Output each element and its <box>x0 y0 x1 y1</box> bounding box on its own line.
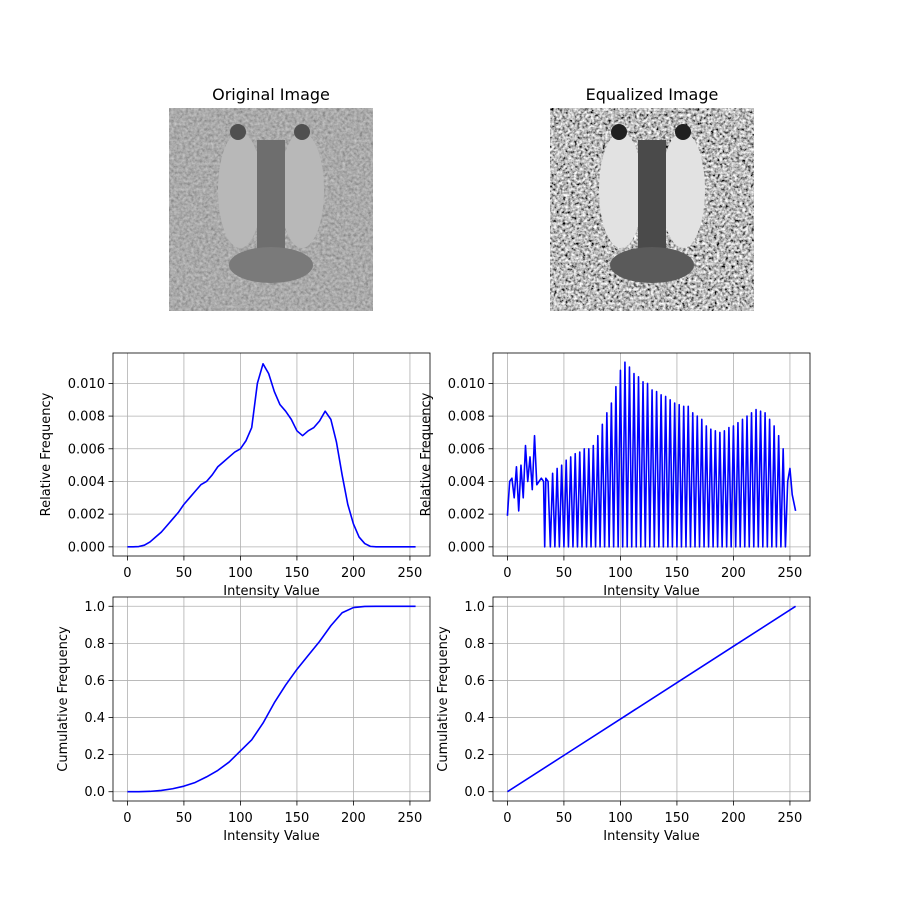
y-tick-label: 0.004 <box>448 475 485 490</box>
x-tick-label: 100 <box>608 811 633 826</box>
y-tick-label: 0.002 <box>68 508 105 523</box>
axes-frame <box>112 596 431 802</box>
x-tick-label: 200 <box>721 811 746 826</box>
y-axis-label: Cumulative Frequency <box>436 626 451 772</box>
image <box>550 108 754 311</box>
x-tick-label: 0 <box>503 566 511 581</box>
x-tick-label: 100 <box>228 811 253 826</box>
x-tick-label: 0 <box>123 811 131 826</box>
x-tick-label: 100 <box>608 566 633 581</box>
axes-frame <box>492 352 811 557</box>
image-title: Equalized Image <box>586 85 719 104</box>
x-tick-label: 250 <box>778 566 803 581</box>
y-tick-label: 0.6 <box>84 674 105 689</box>
y-tick-label: 0.008 <box>68 410 105 425</box>
y-tick-label: 0.010 <box>448 377 485 392</box>
line <box>506 361 797 548</box>
line <box>127 362 416 548</box>
y-tick-label: 0.2 <box>84 748 105 763</box>
x-tick-label: 150 <box>665 566 690 581</box>
x-axis-label: Intensity Value <box>603 584 699 599</box>
y-tick-label: 0.6 <box>464 674 485 689</box>
x-tick-label: 100 <box>228 566 253 581</box>
x-tick-label: 250 <box>778 811 803 826</box>
line <box>506 605 797 793</box>
x-axis-label: Intensity Value <box>603 829 699 844</box>
x-tick-label: 150 <box>285 811 310 826</box>
y-tick-label: 0.4 <box>464 711 485 726</box>
x-tick-label: 0 <box>503 811 511 826</box>
y-tick-label: 0.000 <box>68 540 105 555</box>
x-tick-label: 200 <box>341 811 366 826</box>
x-tick-label: 50 <box>176 566 193 581</box>
x-tick-label: 50 <box>176 811 193 826</box>
y-tick-label: 0.004 <box>68 475 105 490</box>
y-tick-label: 0.002 <box>448 508 485 523</box>
y-tick-label: 0.8 <box>464 637 485 652</box>
x-tick-label: 0 <box>123 566 131 581</box>
x-tick-label: 50 <box>556 811 573 826</box>
y-tick-label: 0.4 <box>84 711 105 726</box>
x-tick-label: 200 <box>721 566 746 581</box>
axes-frame <box>112 352 431 557</box>
y-tick-label: 0.006 <box>448 442 485 457</box>
y-tick-label: 0.008 <box>448 410 485 425</box>
x-axis-label: Intensity Value <box>223 829 319 844</box>
x-tick-label: 150 <box>665 811 690 826</box>
y-tick-label: 0.8 <box>84 637 105 652</box>
x-tick-label: 250 <box>398 811 423 826</box>
x-axis-label: Intensity Value <box>223 584 319 599</box>
image <box>169 108 373 311</box>
y-tick-label: 1.0 <box>84 600 105 615</box>
y-tick-label: 0.0 <box>464 785 485 800</box>
x-tick-label: 200 <box>341 566 366 581</box>
y-axis-label: Relative Frequency <box>39 392 54 516</box>
x-tick-label: 250 <box>398 566 423 581</box>
y-axis-label: Relative Frequency <box>419 392 434 516</box>
axes-frame <box>492 596 811 802</box>
image-title: Original Image <box>212 85 330 104</box>
y-axis-label: Cumulative Frequency <box>56 626 71 772</box>
y-tick-label: 0.2 <box>464 748 485 763</box>
x-tick-label: 150 <box>285 566 310 581</box>
line <box>127 605 416 793</box>
y-tick-label: 0.000 <box>448 540 485 555</box>
y-tick-label: 1.0 <box>464 600 485 615</box>
x-tick-label: 50 <box>556 566 573 581</box>
y-tick-label: 0.0 <box>84 785 105 800</box>
y-tick-label: 0.006 <box>68 442 105 457</box>
y-tick-label: 0.010 <box>68 377 105 392</box>
